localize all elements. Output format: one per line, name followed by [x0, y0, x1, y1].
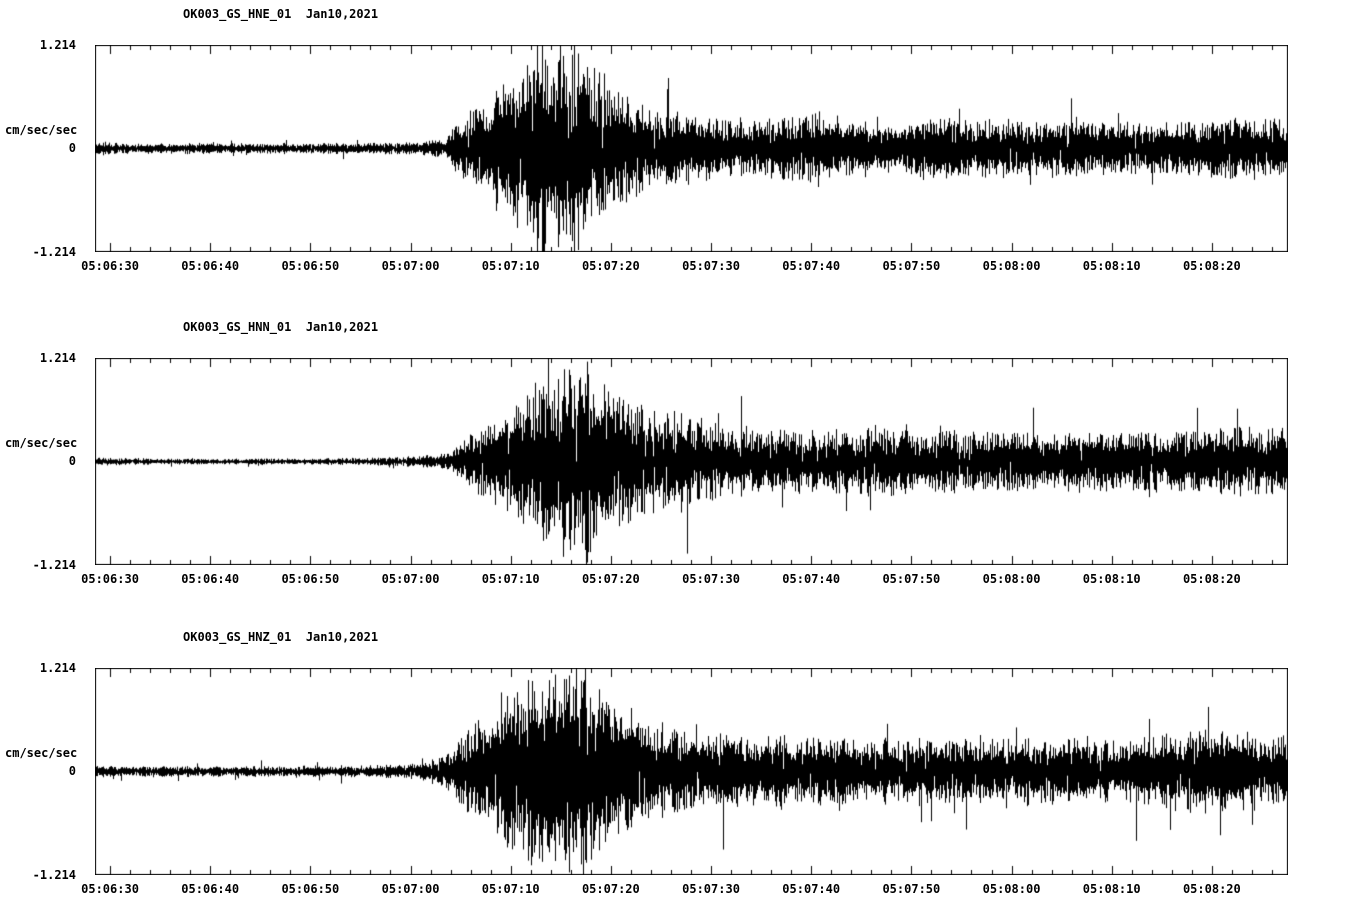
y-tick-max: 1.214 — [39, 661, 76, 675]
x-tick-label: 05:07:00 — [381, 882, 440, 896]
y-axis-unit: cm/sec/sec — [5, 746, 78, 760]
x-tick-label: 05:07:40 — [782, 572, 841, 586]
x-tick-label: 05:08:00 — [982, 882, 1041, 896]
x-tick-label: 05:07:40 — [782, 259, 841, 273]
x-tick-label: 05:07:20 — [581, 572, 640, 586]
x-tick-label: 05:08:00 — [982, 572, 1041, 586]
y-tick-zero: 0 — [68, 454, 76, 468]
x-tick-label: 05:06:30 — [81, 882, 139, 896]
x-tick-label: 05:07:10 — [481, 259, 540, 273]
x-tick-label: 05:06:30 — [81, 259, 139, 273]
x-tick-label: 05:06:40 — [181, 882, 240, 896]
y-tick-min: -1.214 — [32, 868, 76, 882]
x-tick-label: 05:08:10 — [1082, 882, 1141, 896]
seismogram-panel-hnn: OK003_GS_HNN_01 Jan10,2021 1.214 cm/sec/… — [0, 313, 1358, 603]
seismogram-panel-hnz: OK003_GS_HNZ_01 Jan10,2021 1.214 cm/sec/… — [0, 623, 1358, 913]
x-axis-labels: 05:06:30 05:06:40 05:06:50 05:07:00 05:07:10… — [81, 882, 1288, 898]
x-tick-label: 05:07:50 — [882, 882, 941, 896]
x-tick-label: 05:07:00 — [381, 572, 440, 586]
x-tick-label: 05:06:40 — [181, 259, 240, 273]
x-tick-label: 05:06:40 — [181, 572, 240, 586]
plot-title: OK003_GS_HNZ_01 Jan10,2021 — [183, 630, 379, 644]
x-tick-label: 05:07:20 — [581, 882, 640, 896]
x-tick-label: 05:07:50 — [882, 259, 941, 273]
x-tick-label: 05:07:00 — [381, 259, 440, 273]
x-tick-label: 05:08:20 — [1182, 259, 1241, 273]
x-tick-label: 05:07:30 — [682, 259, 740, 273]
x-tick-label: 05:06:30 — [81, 572, 139, 586]
waveform-canvas-hnn — [95, 358, 1288, 565]
x-tick-label: 05:06:50 — [281, 259, 340, 273]
waveform-canvas-hne — [95, 45, 1288, 252]
x-tick-label: 05:08:20 — [1182, 882, 1241, 896]
plot-title: OK003_GS_HNN_01 Jan10,2021 — [183, 320, 379, 334]
x-tick-label: 05:07:30 — [682, 572, 740, 586]
x-tick-label: 05:08:20 — [1182, 572, 1241, 586]
x-tick-label: 05:08:10 — [1082, 259, 1141, 273]
x-tick-label: 05:07:50 — [882, 572, 941, 586]
y-tick-zero: 0 — [68, 764, 76, 778]
x-tick-label: 05:07:10 — [481, 882, 540, 896]
y-tick-min: -1.214 — [32, 245, 76, 259]
y-tick-max: 1.214 — [39, 38, 76, 52]
y-tick-max: 1.214 — [39, 351, 76, 365]
x-tick-label: 05:06:50 — [281, 572, 340, 586]
x-tick-label: 05:07:40 — [782, 882, 841, 896]
x-tick-label: 05:07:10 — [481, 572, 540, 586]
x-tick-label: 05:08:10 — [1082, 572, 1141, 586]
x-tick-label: 05:06:50 — [281, 882, 340, 896]
x-tick-label: 05:07:30 — [682, 882, 740, 896]
seismogram-panel-hne: OK003_GS_HNE_01 Jan10,2021 1.214 cm/sec/… — [0, 0, 1358, 290]
x-tick-label: 05:07:20 — [581, 259, 640, 273]
x-tick-label: 05:08:00 — [982, 259, 1041, 273]
waveform-canvas-hnz — [95, 668, 1288, 875]
x-axis-labels: 05:06:30 05:06:40 05:06:50 05:07:00 05:07:10… — [81, 572, 1288, 588]
y-axis-unit: cm/sec/sec — [5, 436, 78, 450]
y-tick-zero: 0 — [68, 141, 76, 155]
y-axis-unit: cm/sec/sec — [5, 123, 78, 137]
x-axis-labels: 05:06:30 05:06:40 05:06:50 05:07:00 05:07:10… — [81, 259, 1288, 275]
y-tick-min: -1.214 — [32, 558, 76, 572]
plot-title: OK003_GS_HNE_01 Jan10,2021 — [183, 7, 379, 21]
